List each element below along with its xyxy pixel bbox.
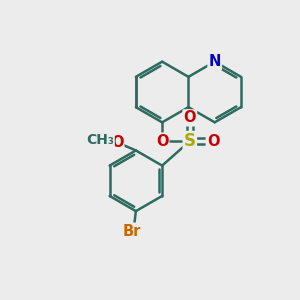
Text: O: O [207,134,219,148]
Text: O: O [156,134,168,148]
Text: Br: Br [123,224,142,239]
Text: O: O [111,135,123,150]
Text: S: S [184,132,196,150]
Text: O: O [184,110,196,125]
Text: N: N [208,54,221,69]
Text: CH₃: CH₃ [86,133,114,147]
